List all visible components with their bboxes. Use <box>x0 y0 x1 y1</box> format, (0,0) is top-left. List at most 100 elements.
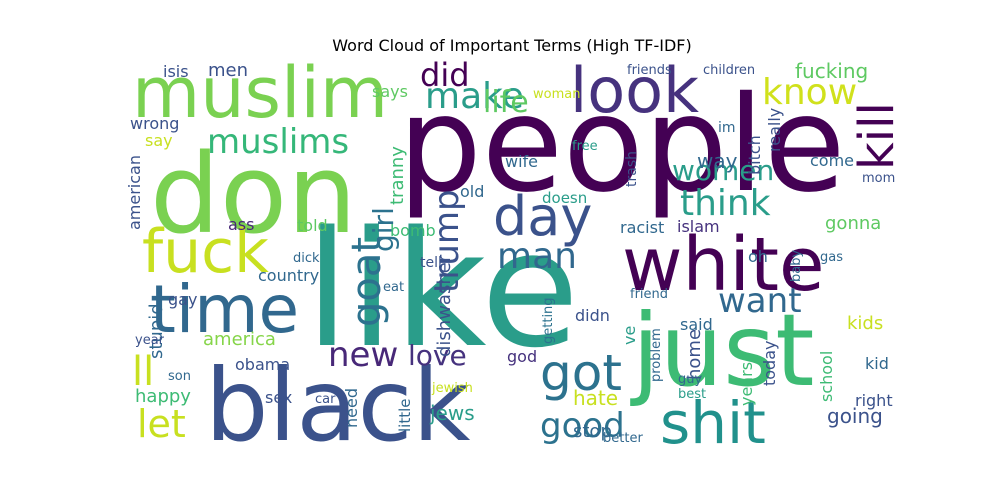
word-time: time <box>150 271 299 348</box>
word-problem: problem <box>649 328 664 382</box>
word-told: told <box>297 216 328 235</box>
word-day: day <box>493 185 592 248</box>
word-old: old <box>460 182 484 201</box>
chart-title: Word Cloud of Important Terms (High TF-I… <box>332 36 691 55</box>
word-america: america <box>203 329 276 350</box>
word-hate: hate <box>573 386 618 410</box>
word-trump: trump <box>427 189 467 293</box>
word-people: people <box>398 68 845 222</box>
word-free: free <box>572 139 598 154</box>
word-kids: kids <box>847 313 883 334</box>
word-way: way <box>697 149 738 173</box>
word-bomb: bomb <box>390 221 436 240</box>
word-need: need <box>342 388 361 428</box>
word-kid: kid <box>865 354 889 373</box>
word-shit: shit <box>660 389 766 457</box>
word-make: make <box>425 76 524 117</box>
word-eat: eat <box>383 280 404 295</box>
word-little: little <box>396 399 414 433</box>
word-life: life <box>483 85 529 120</box>
word-mom: mom <box>862 171 895 186</box>
word-muslims: muslims <box>207 122 349 162</box>
word-getting: getting <box>541 297 556 344</box>
word-dishwasher: dishwasher <box>434 254 455 357</box>
word-jewish: jewish <box>431 381 473 396</box>
word-trash: trash <box>624 151 640 187</box>
word-ll: ll <box>132 349 154 395</box>
word-islam: islam <box>677 217 720 236</box>
word-better: better <box>603 431 643 446</box>
word-ve: ve <box>620 326 639 345</box>
word-happy: happy <box>135 386 191 407</box>
word-sex: sex <box>265 388 292 407</box>
word-gonna: gonna <box>825 213 881 234</box>
word-let: let <box>137 402 186 446</box>
word-man: man <box>497 236 577 277</box>
word-ass: ass <box>228 215 254 234</box>
word-right: right <box>855 391 893 410</box>
word-gay: gay <box>168 290 197 309</box>
word-didn: didn <box>575 306 610 325</box>
word-racist: racist <box>620 218 664 237</box>
word-isis: isis <box>163 62 189 81</box>
word-white: white <box>622 222 825 308</box>
word-kill: kill <box>849 102 905 170</box>
word-don: don <box>150 130 357 258</box>
word-love: love <box>408 339 467 372</box>
word-god: god <box>507 347 537 366</box>
word-good: good <box>540 406 625 446</box>
word-stop: stop <box>573 421 612 442</box>
word-men: men <box>208 60 248 81</box>
word-gas: gas <box>820 250 843 265</box>
word-wrong: wrong <box>130 114 179 133</box>
word-want: want <box>718 281 802 321</box>
word-jews: jews <box>429 401 475 425</box>
word-fuck: fuck <box>142 217 269 287</box>
word-doesn: doesn <box>542 189 587 207</box>
word-muslim: muslim <box>132 52 388 134</box>
word-really: really <box>765 108 784 152</box>
word-just: just <box>630 292 814 409</box>
word-women: women <box>672 154 774 187</box>
word-years: years <box>737 362 756 406</box>
word-baby: baby <box>789 250 804 282</box>
word-goat: goat <box>344 237 390 327</box>
word-year: year <box>135 333 165 348</box>
word-friends: friends <box>627 63 672 78</box>
word-friend: friend <box>630 287 668 302</box>
word-like: like <box>305 196 579 383</box>
word-girl: girl <box>367 207 400 252</box>
word-going: going <box>827 404 883 428</box>
word-american: american <box>125 155 144 230</box>
word-country: country <box>258 266 319 285</box>
word-did: did <box>420 56 470 94</box>
word-bitch: bitch <box>745 135 764 175</box>
word-home: home <box>684 329 705 380</box>
word-tell: tell <box>420 255 442 271</box>
word-today: today <box>760 341 779 387</box>
word-im: im <box>718 120 736 136</box>
word-children: children <box>703 63 755 78</box>
word-stupid: stupid <box>146 303 167 359</box>
word-black: black <box>205 347 471 464</box>
word-new: new <box>328 335 398 375</box>
word-tranny: tranny <box>387 146 408 205</box>
word-car: car <box>315 392 336 407</box>
word-says: says <box>372 82 408 101</box>
word-dick: dick <box>293 251 320 266</box>
word-obama: obama <box>235 355 290 374</box>
word-fucking: fucking <box>795 59 868 83</box>
word-school: school <box>817 351 836 402</box>
word-guy: guy <box>678 372 702 387</box>
word-oh: oh <box>748 247 768 266</box>
word-son: son <box>168 369 191 384</box>
word-said: said <box>680 315 713 334</box>
word-look: look <box>570 54 699 127</box>
word-come: come <box>810 151 854 170</box>
word-woman: woman <box>533 87 580 102</box>
word-think: think <box>680 183 771 224</box>
word-wife: wife <box>505 152 538 171</box>
